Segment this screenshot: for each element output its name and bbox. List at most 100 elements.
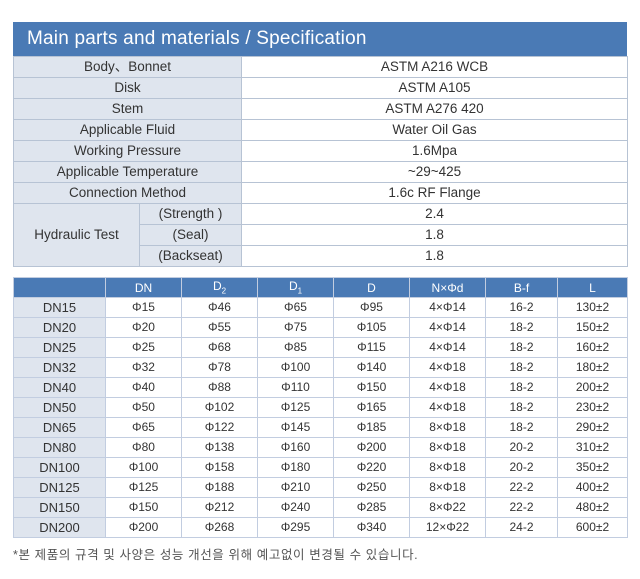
cell-d1: Φ295 (257, 517, 334, 538)
cell-l: 400±2 (557, 477, 628, 498)
cell-bf: 20-2 (485, 437, 558, 458)
row-dn-label: DN40 (13, 377, 106, 398)
cell-nd: 12×Φ22 (409, 517, 486, 538)
cell-nd: 8×Φ18 (409, 457, 486, 478)
cell-d: Φ200 (333, 437, 410, 458)
table-row: DN40 Φ40 Φ88 Φ110 Φ150 4×Φ18 18-2 200±2 (13, 377, 628, 398)
cell-dn: Φ200 (105, 517, 182, 538)
cell-d: Φ185 (333, 417, 410, 438)
hydraulic-sub-label: (Strength ) (139, 203, 242, 225)
cell-dn: Φ50 (105, 397, 182, 418)
spec-label: Applicable Temperature (13, 161, 242, 183)
section-title-banner: Main parts and materials / Specification (13, 22, 627, 56)
cell-d1: Φ75 (257, 317, 334, 338)
cell-bf: 18-2 (485, 337, 558, 358)
cell-d: Φ115 (333, 337, 410, 358)
cell-d1: Φ210 (257, 477, 334, 498)
cell-d2: Φ212 (181, 497, 258, 518)
dimensions-body: DN15 Φ15 Φ46 Φ65 Φ95 4×Φ14 16-2 130±2 DN20 Φ20 Φ55… (13, 297, 628, 538)
cell-bf: 18-2 (485, 317, 558, 338)
cell-nd: 4×Φ14 (409, 317, 486, 338)
cell-d2: Φ78 (181, 357, 258, 378)
spec-value: ASTM A216 WCB (241, 56, 628, 78)
cell-d1: Φ125 (257, 397, 334, 418)
cell-l: 150±2 (557, 317, 628, 338)
table-row: DN100 Φ100 Φ158 Φ180 Φ220 8×Φ18 20-2 350±2 (13, 457, 628, 478)
cell-dn: Φ100 (105, 457, 182, 478)
hydraulic-test-label: Hydraulic Test (13, 203, 140, 267)
cell-bf: 22-2 (485, 477, 558, 498)
cell-d2: Φ122 (181, 417, 258, 438)
cell-nd: 8×Φ18 (409, 437, 486, 458)
spec-row: Applicable Fluid Water Oil Gas (13, 119, 628, 141)
spec-label: Connection Method (13, 182, 242, 204)
spec-label: Working Pressure (13, 140, 242, 162)
spec-row: Hydraulic Test (Strength ) 2.4 (13, 203, 628, 267)
header-d1: D1 (257, 277, 334, 298)
header-d2: D2 (181, 277, 258, 298)
spec-value: 1.8 (241, 224, 628, 246)
spec-row: Connection Method 1.6c RF Flange (13, 182, 628, 204)
cell-dn: Φ80 (105, 437, 182, 458)
cell-bf: 16-2 (485, 297, 558, 318)
cell-nd: 4×Φ14 (409, 297, 486, 318)
table-row: DN20 Φ20 Φ55 Φ75 Φ105 4×Φ14 18-2 150±2 (13, 317, 628, 338)
spec-row: Stem ASTM A276 420 (13, 98, 628, 120)
spec-value: 1.6Mpa (241, 140, 628, 162)
header-d2-label: D (212, 279, 222, 294)
cell-nd: 8×Φ18 (409, 477, 486, 498)
cell-d: Φ140 (333, 357, 410, 378)
cell-dn: Φ150 (105, 497, 182, 518)
header-nd: N×Φd (409, 277, 486, 298)
row-dn-label: DN32 (13, 357, 106, 378)
cell-l: 290±2 (557, 417, 628, 438)
cell-d1: Φ180 (257, 457, 334, 478)
header-d1-label: D (288, 279, 298, 294)
table-row: DN150 Φ150 Φ212 Φ240 Φ285 8×Φ22 22-2 480±2 (13, 497, 628, 518)
cell-d: Φ165 (333, 397, 410, 418)
row-dn-label: DN15 (13, 297, 106, 318)
cell-d: Φ220 (333, 457, 410, 478)
cell-dn: Φ32 (105, 357, 182, 378)
cell-d2: Φ268 (181, 517, 258, 538)
cell-l: 130±2 (557, 297, 628, 318)
cell-d1: Φ160 (257, 437, 334, 458)
cell-dn: Φ125 (105, 477, 182, 498)
cell-d1: Φ65 (257, 297, 334, 318)
cell-d2: Φ46 (181, 297, 258, 318)
table-row: DN50 Φ50 Φ102 Φ125 Φ165 4×Φ18 18-2 230±2 (13, 397, 628, 418)
spec-value: ~29~425 (241, 161, 628, 183)
row-dn-label: DN65 (13, 417, 106, 438)
materials-spec-table: Body、Bonnet ASTM A216 WCB Disk ASTM A105… (13, 56, 628, 267)
header-dn: DN (105, 277, 182, 298)
cell-d2: Φ188 (181, 477, 258, 498)
spec-row: Disk ASTM A105 (13, 77, 628, 99)
cell-nd: 4×Φ14 (409, 337, 486, 358)
cell-l: 350±2 (557, 457, 628, 478)
cell-d1: Φ85 (257, 337, 334, 358)
header-blank (13, 277, 106, 298)
table-row: DN125 Φ125 Φ188 Φ210 Φ250 8×Φ18 22-2 400±2 (13, 477, 628, 498)
cell-d1: Φ110 (257, 377, 334, 398)
spec-row: (Seal) 1.8 (14, 224, 628, 246)
cell-dn: Φ40 (105, 377, 182, 398)
header-d1-subscript: 1 (297, 286, 303, 296)
cell-dn: Φ20 (105, 317, 182, 338)
disclaimer-note: *본 제품의 규격 및 사양은 성능 개선을 위해 예고없이 변경될 수 있습니… (13, 548, 419, 562)
cell-bf: 18-2 (485, 377, 558, 398)
spec-value: Water Oil Gas (241, 119, 628, 141)
cell-d1: Φ145 (257, 417, 334, 438)
cell-l: 160±2 (557, 337, 628, 358)
dimensions-table: DN D2 D1 D N×Φd B-f L DN15 Φ15 Φ46 Φ65 Φ95 4×… (13, 277, 628, 538)
header-d2-subscript: 2 (221, 286, 227, 296)
cell-bf: 18-2 (485, 357, 558, 378)
cell-bf: 22-2 (485, 497, 558, 518)
cell-d1: Φ240 (257, 497, 334, 518)
header-l: L (557, 277, 628, 298)
row-dn-label: DN200 (13, 517, 106, 538)
hydraulic-sub-label: (Seal) (139, 224, 242, 246)
spec-label: Applicable Fluid (13, 119, 242, 141)
row-dn-label: DN150 (13, 497, 106, 518)
cell-d2: Φ55 (181, 317, 258, 338)
spec-value: ASTM A105 (241, 77, 628, 99)
